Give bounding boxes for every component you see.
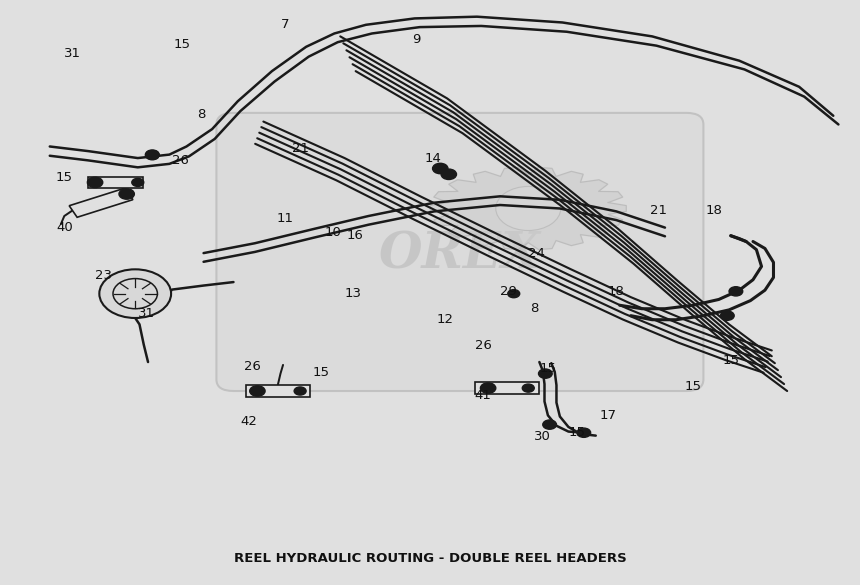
- Text: REEL HYDRAULIC ROUTING - DOUBLE REEL HEADERS: REEL HYDRAULIC ROUTING - DOUBLE REEL HEA…: [234, 552, 626, 565]
- Text: 13: 13: [345, 287, 361, 300]
- Text: 42: 42: [241, 415, 257, 428]
- Circle shape: [433, 163, 448, 174]
- Polygon shape: [246, 384, 310, 397]
- Text: 30: 30: [534, 430, 551, 443]
- Text: 12: 12: [437, 313, 454, 326]
- Circle shape: [496, 187, 561, 230]
- Circle shape: [577, 428, 591, 438]
- Circle shape: [294, 387, 306, 395]
- Text: 14: 14: [424, 152, 441, 164]
- Text: 23: 23: [95, 269, 112, 281]
- Text: 26: 26: [172, 154, 189, 167]
- Text: 24: 24: [528, 247, 545, 260]
- Polygon shape: [88, 177, 144, 188]
- Circle shape: [99, 269, 171, 318]
- Circle shape: [729, 287, 743, 296]
- Text: 26: 26: [244, 360, 261, 373]
- Text: 15: 15: [56, 171, 73, 184]
- Text: 7: 7: [280, 18, 289, 31]
- Circle shape: [507, 290, 519, 298]
- Text: 16: 16: [347, 229, 363, 242]
- Text: 41: 41: [475, 389, 491, 402]
- Text: 9: 9: [412, 33, 421, 46]
- Text: OREX: OREX: [379, 230, 541, 279]
- Circle shape: [441, 169, 457, 180]
- Text: 18: 18: [608, 285, 624, 298]
- Text: 31: 31: [138, 308, 155, 321]
- Circle shape: [543, 420, 556, 429]
- Text: 15: 15: [568, 426, 586, 439]
- Text: 29: 29: [501, 285, 517, 298]
- Circle shape: [88, 177, 102, 188]
- Text: 8: 8: [530, 302, 538, 315]
- Circle shape: [119, 189, 134, 199]
- Text: 21: 21: [650, 204, 667, 216]
- Circle shape: [249, 386, 265, 396]
- Text: 15: 15: [722, 355, 740, 367]
- Circle shape: [145, 150, 159, 160]
- Text: 10: 10: [324, 226, 341, 239]
- Circle shape: [538, 369, 552, 378]
- Polygon shape: [475, 382, 539, 394]
- Text: 11: 11: [276, 212, 293, 225]
- Circle shape: [481, 383, 496, 393]
- Text: 21: 21: [292, 142, 309, 155]
- Text: 31: 31: [64, 47, 82, 60]
- Text: 8: 8: [197, 108, 206, 121]
- Text: 15: 15: [313, 366, 330, 379]
- Text: 26: 26: [475, 339, 491, 352]
- Circle shape: [721, 311, 734, 321]
- Text: 15: 15: [539, 363, 556, 376]
- Circle shape: [145, 150, 159, 159]
- Circle shape: [522, 384, 534, 392]
- Text: 40: 40: [56, 221, 73, 233]
- Polygon shape: [430, 167, 626, 250]
- Text: 18: 18: [705, 204, 722, 216]
- Text: 15: 15: [685, 380, 702, 393]
- FancyBboxPatch shape: [217, 113, 703, 391]
- Polygon shape: [69, 188, 133, 217]
- Text: 17: 17: [599, 409, 617, 422]
- Text: 15: 15: [174, 38, 191, 51]
- Circle shape: [132, 178, 144, 187]
